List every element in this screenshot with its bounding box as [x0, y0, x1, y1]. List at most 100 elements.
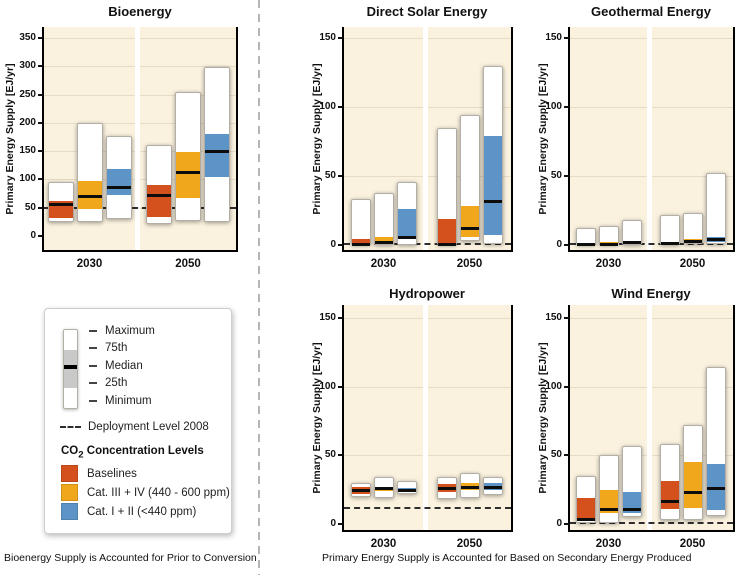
wind-title: Wind Energy — [611, 286, 691, 301]
y-tick-mark — [338, 244, 343, 246]
legend-label-maximum: Maximum — [105, 325, 155, 337]
y-tick-mark — [38, 207, 43, 209]
gridline — [344, 38, 423, 39]
legend-label-75th: 75th — [105, 342, 128, 354]
box-range — [374, 193, 394, 245]
box-range — [622, 220, 642, 245]
co2-subscript: 2 — [78, 449, 84, 461]
y-tick-mark — [564, 454, 569, 456]
tick-dash-icon — [89, 330, 97, 332]
y-tick-label: 50 — [24, 202, 36, 213]
gridline — [428, 318, 511, 319]
co2-concentration-header: CO2 Concentration Levels — [61, 445, 204, 460]
gridline — [570, 107, 647, 108]
cat-iii-iv-swatch-icon — [61, 484, 78, 501]
deployment-level-line — [44, 207, 236, 209]
gridline — [570, 318, 647, 319]
deployment-level-label: Deployment Level 2008 — [88, 421, 209, 433]
gridline — [344, 176, 423, 177]
box-median — [107, 186, 131, 189]
gridline — [652, 387, 733, 388]
hydropower-title: Hydropower — [389, 286, 465, 301]
box-median — [398, 236, 416, 239]
y-tick-label: 100 — [319, 381, 336, 392]
y-tick-label: 200 — [19, 117, 36, 128]
cat-i-ii-label: Cat. I + II (<440 ppm) — [87, 505, 197, 518]
y-tick-label: 50 — [324, 170, 336, 181]
y-tick-label: 150 — [19, 145, 36, 156]
y-tick-label: 0 — [556, 239, 562, 250]
box-iqr — [484, 136, 502, 235]
y-tick-mark — [38, 235, 43, 237]
gridline — [344, 318, 423, 319]
box-iqr — [661, 481, 679, 509]
box-median — [577, 243, 595, 246]
box-median — [205, 150, 229, 153]
box-median — [398, 489, 416, 492]
y-tick-label: 350 — [19, 32, 36, 43]
x-tick-label: 2050 — [456, 258, 483, 270]
box-iqr — [107, 169, 131, 195]
y-tick-mark — [338, 317, 343, 319]
gridline — [428, 455, 511, 456]
box-median — [600, 508, 618, 511]
deployment-level-line — [344, 243, 511, 245]
gridline — [570, 38, 647, 39]
box-median — [661, 500, 679, 503]
wind-chart: 0 50 100 150 2030 2050 — [545, 305, 735, 550]
gridline — [344, 107, 423, 108]
y-tick-mark — [338, 37, 343, 39]
y-tick-label: 0 — [30, 230, 36, 241]
y-tick-label: 50 — [324, 449, 336, 460]
y-tick-mark — [564, 317, 569, 319]
gridline — [140, 66, 236, 67]
legend-label-25th: 25th — [105, 377, 128, 389]
box-iqr — [461, 206, 479, 237]
legend-row-deployment-level: Deployment Level 2008 — [60, 421, 209, 433]
x-tick-label: 2050 — [175, 258, 201, 270]
box-iqr — [375, 237, 393, 244]
gridline — [344, 455, 423, 456]
gridline — [344, 387, 423, 388]
boxplot-sample — [63, 329, 78, 409]
y-tick-mark — [564, 523, 569, 525]
y-tick-mark — [564, 175, 569, 177]
x-tick-label: 2030 — [370, 258, 397, 270]
legend-row-baselines: Baselines — [61, 465, 137, 482]
box-range — [683, 213, 703, 244]
y-tick-label: 150 — [545, 312, 562, 323]
box-median — [147, 194, 171, 197]
gridline — [44, 66, 135, 67]
gridline — [44, 38, 135, 39]
column-divider-dashed-line — [258, 0, 260, 575]
y-tick-label: 0 — [330, 518, 336, 529]
y-tick-mark — [38, 178, 43, 180]
gridline — [570, 387, 647, 388]
co2-text: CO — [61, 445, 79, 457]
tick-dash-icon — [89, 400, 97, 402]
box-median — [684, 491, 702, 494]
y-tick-label: 0 — [330, 239, 336, 250]
box-median — [577, 518, 595, 521]
hydropower-chart: 0 50 100 150 2030 2050 — [319, 305, 513, 550]
geothermal-y-axis-label: Primary Energy Supply [EJ/yr] — [537, 63, 549, 215]
box-median — [375, 487, 393, 490]
boxplot-sample-median — [64, 365, 77, 370]
y-tick-mark — [338, 175, 343, 177]
y-tick-mark — [338, 386, 343, 388]
deployment-level-line — [570, 522, 733, 524]
x-tick-label: 2030 — [595, 258, 622, 270]
gridline — [140, 38, 236, 39]
y-tick-mark — [564, 106, 569, 108]
wind-y-axis-label: Primary Energy Supply [EJ/yr] — [537, 342, 549, 494]
year-panel — [570, 27, 647, 250]
y-tick-mark — [338, 106, 343, 108]
y-tick-mark — [564, 386, 569, 388]
box-iqr — [352, 239, 370, 244]
y-tick-mark — [38, 150, 43, 152]
gridline — [44, 95, 135, 96]
box-iqr — [398, 209, 416, 238]
legend-row-cat-i-ii: Cat. I + II (<440 ppm) — [61, 503, 196, 520]
geothermal-chart: 0 50 100 150 2030 2050 — [545, 27, 735, 270]
y-tick-label: 100 — [319, 101, 336, 112]
